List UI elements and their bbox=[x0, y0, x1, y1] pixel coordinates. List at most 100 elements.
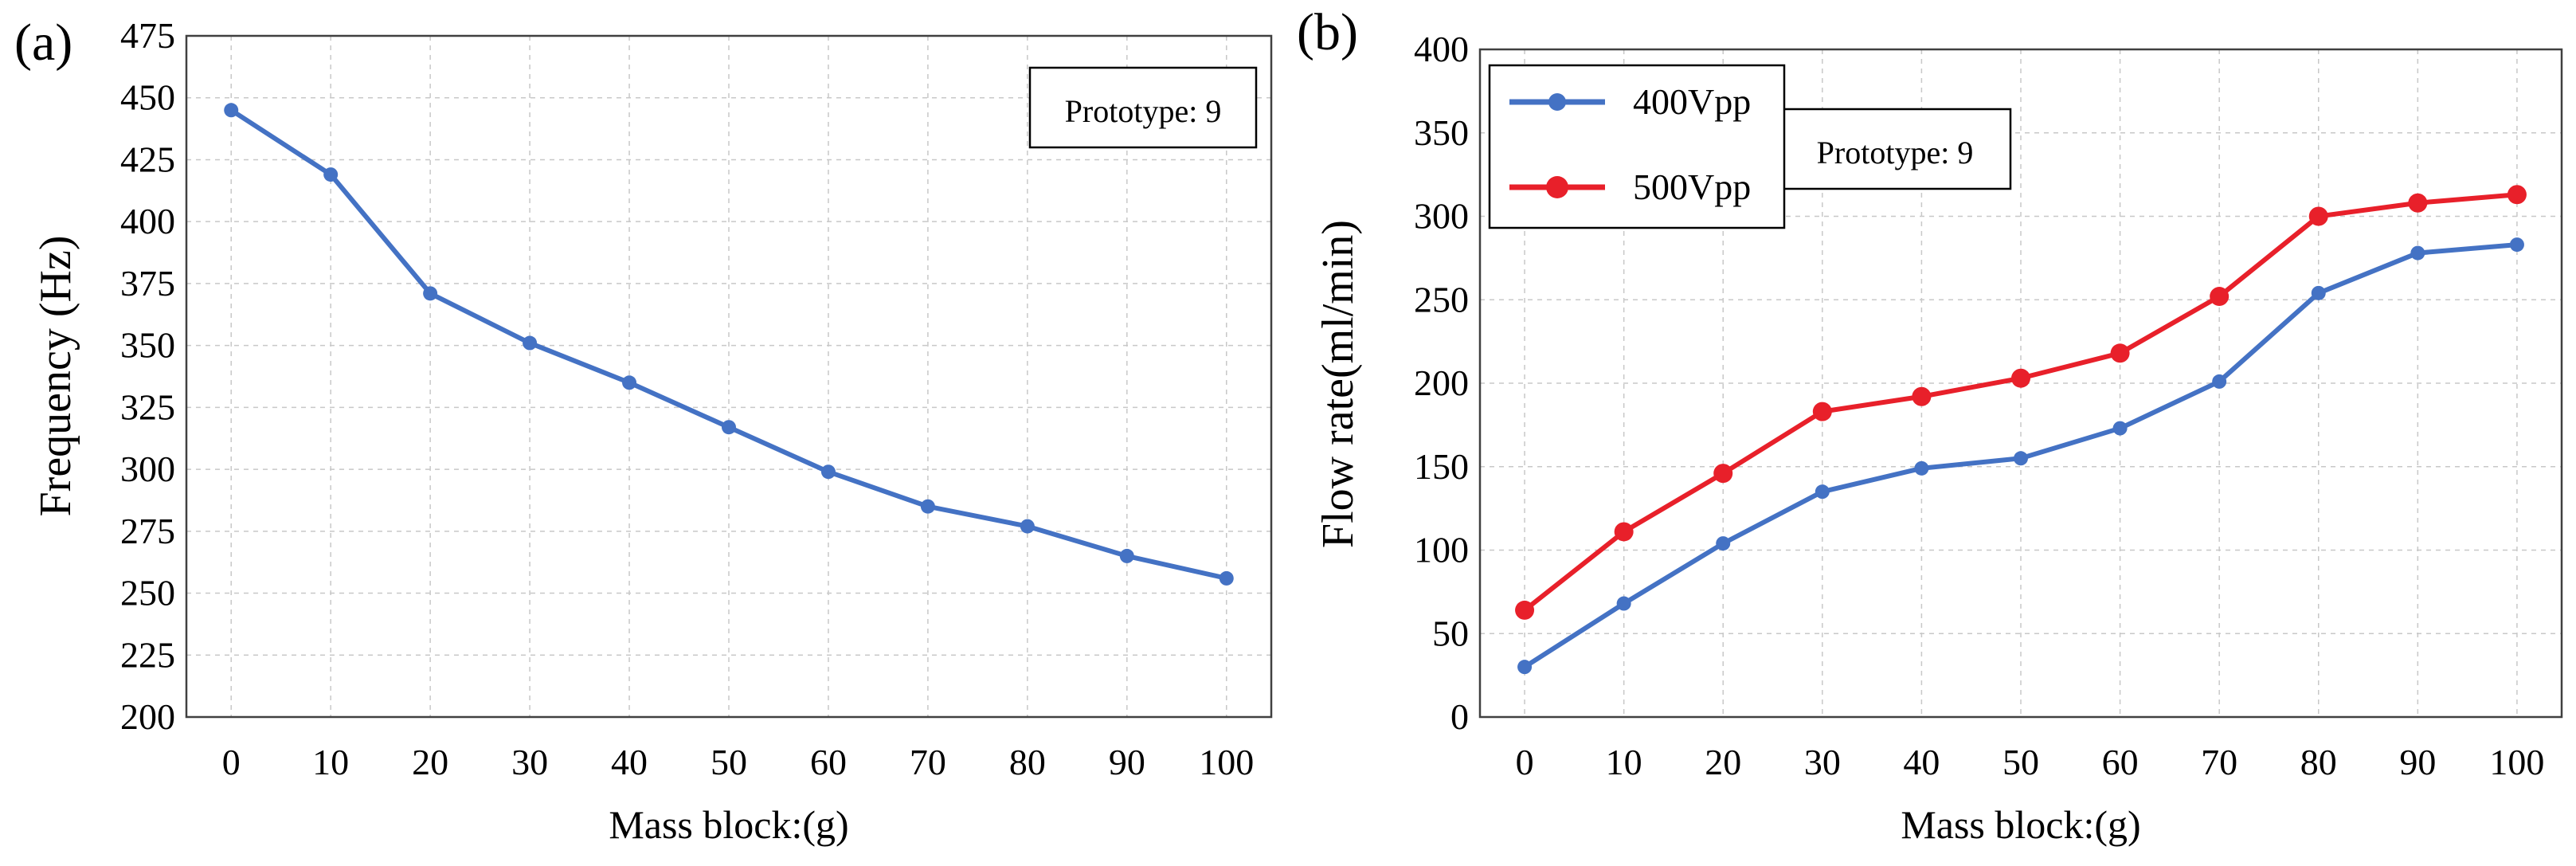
y-tick-label-a: 200 bbox=[120, 696, 175, 737]
x-tick-label-b: 30 bbox=[1804, 742, 1841, 782]
y-tick-label-a: 300 bbox=[120, 449, 175, 489]
x-tick-label-a: 40 bbox=[611, 742, 648, 782]
x-tick-label-b: 70 bbox=[2201, 742, 2237, 782]
grid-a bbox=[186, 36, 1271, 717]
data-point-a-0 bbox=[820, 464, 836, 480]
grid-b bbox=[1480, 49, 2562, 717]
chart-panel-a: (a) 200225250275300325350375400425450475… bbox=[14, 14, 1273, 847]
data-point-b-0 bbox=[1914, 460, 1929, 476]
data-point-b-0 bbox=[1815, 484, 1830, 500]
data-point-b-0 bbox=[2014, 451, 2028, 466]
x-axis-label-a: Mass block:(g) bbox=[609, 802, 848, 847]
y-tick-label-b: 0 bbox=[1450, 696, 1469, 737]
data-point-b-1 bbox=[1812, 402, 1832, 421]
x-tick-label-b: 80 bbox=[2300, 742, 2337, 782]
data-point-b-0 bbox=[1716, 536, 1731, 551]
y-tick-label-a: 475 bbox=[120, 15, 175, 56]
x-tick-label-b: 100 bbox=[2489, 742, 2544, 782]
annotation-frame-b bbox=[1778, 108, 2012, 190]
x-tick-label-b: 60 bbox=[2102, 742, 2139, 782]
data-point-b-1 bbox=[1614, 522, 1634, 542]
y-tick-labels-b: 0 50 100 150 200 250 300 350 400 bbox=[1414, 29, 1469, 737]
data-point-a-0 bbox=[224, 103, 239, 118]
x-tick-label-a: 0 bbox=[222, 742, 241, 782]
x-tick-label-a: 70 bbox=[910, 742, 946, 782]
data-point-b-0 bbox=[2112, 421, 2128, 436]
x-tick-label-b: 20 bbox=[1705, 742, 1741, 782]
data-point-a-0 bbox=[1020, 519, 1035, 534]
x-tick-labels-b: 0 10 20 30 40 50 60 70 80 90 100 bbox=[1516, 742, 2545, 782]
x-tick-labels-a: 0 10 20 30 40 50 60 70 80 90 100 bbox=[222, 742, 1255, 782]
x-tick-label-b: 0 bbox=[1516, 742, 1534, 782]
data-point-b-1 bbox=[1912, 386, 1932, 406]
y-tick-labels-a: 200 225 250 275 300 325 350 375 400 425 450 475 bbox=[120, 15, 175, 737]
y-tick-label-b: 200 bbox=[1414, 362, 1469, 403]
data-point-b-0 bbox=[1616, 596, 1631, 611]
x-tick-label-b: 50 bbox=[2002, 742, 2039, 782]
panel-label-b: (b) bbox=[1297, 3, 1358, 61]
data-point-a-0 bbox=[523, 335, 538, 351]
series-group-a bbox=[224, 103, 1234, 586]
annotation-box-b: Prototype: 9 bbox=[1778, 108, 2012, 190]
y-tick-label-b: 300 bbox=[1414, 196, 1469, 237]
x-tick-label-a: 80 bbox=[1009, 742, 1046, 782]
series-group-b bbox=[1515, 185, 2527, 675]
data-point-a-0 bbox=[722, 420, 736, 435]
y-tick-label-b: 150 bbox=[1414, 446, 1469, 487]
panel-label-a: (a) bbox=[14, 14, 72, 72]
y-tick-label-a: 350 bbox=[120, 325, 175, 366]
y-tick-label-b: 250 bbox=[1414, 279, 1469, 319]
y-axis-label-b: Flow rate(ml/min) bbox=[1313, 220, 1363, 548]
x-tick-label-b: 10 bbox=[1606, 742, 1642, 782]
legend-label-400vpp: 400Vpp bbox=[1633, 81, 1751, 122]
data-point-a-0 bbox=[1119, 548, 1134, 563]
data-point-b-1 bbox=[2308, 206, 2328, 226]
x-axis-label-b: Mass block:(g) bbox=[1901, 802, 2140, 847]
x-tick-label-a: 20 bbox=[412, 742, 448, 782]
legend-frame-b bbox=[1488, 64, 1786, 229]
y-tick-label-a: 375 bbox=[120, 263, 175, 304]
legend-marker-500vpp bbox=[1546, 176, 1568, 198]
data-point-b-0 bbox=[2212, 374, 2227, 389]
data-point-b-0 bbox=[1517, 660, 1533, 675]
annotation-text-b: Prototype: 9 bbox=[1817, 135, 1974, 170]
legend-marker-400vpp bbox=[1548, 93, 1566, 111]
x-tick-label-b: 40 bbox=[1903, 742, 1940, 782]
x-tick-label-b: 90 bbox=[2399, 742, 2436, 782]
annotation-text-a: Prototype: 9 bbox=[1065, 93, 1222, 129]
y-tick-label-a: 400 bbox=[120, 201, 175, 241]
plot-frame-a bbox=[185, 34, 1273, 719]
data-point-a-0 bbox=[920, 499, 935, 514]
y-axis-label-a: Frequency (Hz) bbox=[31, 236, 80, 517]
data-point-b-1 bbox=[2011, 368, 2030, 388]
data-point-b-1 bbox=[2110, 343, 2130, 363]
y-tick-label-a: 425 bbox=[120, 139, 175, 179]
data-point-b-1 bbox=[2408, 193, 2428, 213]
x-tick-label-a: 10 bbox=[312, 742, 349, 782]
data-point-b-1 bbox=[1713, 464, 1733, 484]
plot-frame-b bbox=[1478, 48, 2563, 719]
data-point-b-0 bbox=[2509, 237, 2524, 253]
x-tick-label-a: 100 bbox=[1199, 742, 1254, 782]
y-tick-label-a: 225 bbox=[120, 634, 175, 675]
y-tick-label-b: 350 bbox=[1414, 112, 1469, 153]
legend-label-500vpp: 500Vpp bbox=[1633, 167, 1751, 207]
y-tick-label-a: 325 bbox=[120, 386, 175, 427]
data-point-b-1 bbox=[1515, 600, 1535, 620]
chart-panel-b: (b) 0 50 100 150 200 250 300 350 400 0 10 20 30 40 50… bbox=[1297, 3, 2563, 847]
data-point-a-0 bbox=[423, 286, 438, 301]
data-point-b-0 bbox=[2311, 285, 2326, 300]
data-point-b-1 bbox=[2210, 287, 2230, 307]
y-tick-label-a: 275 bbox=[120, 511, 175, 551]
legend-b: 400Vpp 500Vpp bbox=[1488, 64, 1786, 229]
data-point-a-0 bbox=[323, 167, 339, 182]
data-point-b-1 bbox=[2507, 185, 2527, 205]
x-tick-label-a: 60 bbox=[810, 742, 847, 782]
data-point-b-0 bbox=[2410, 245, 2425, 261]
data-point-a-0 bbox=[1219, 570, 1234, 586]
x-tick-label-a: 30 bbox=[511, 742, 548, 782]
y-tick-label-b: 400 bbox=[1414, 29, 1469, 69]
y-tick-label-b: 50 bbox=[1432, 613, 1469, 653]
annotation-frame-a bbox=[1028, 66, 1258, 149]
y-tick-label-a: 250 bbox=[120, 573, 175, 613]
